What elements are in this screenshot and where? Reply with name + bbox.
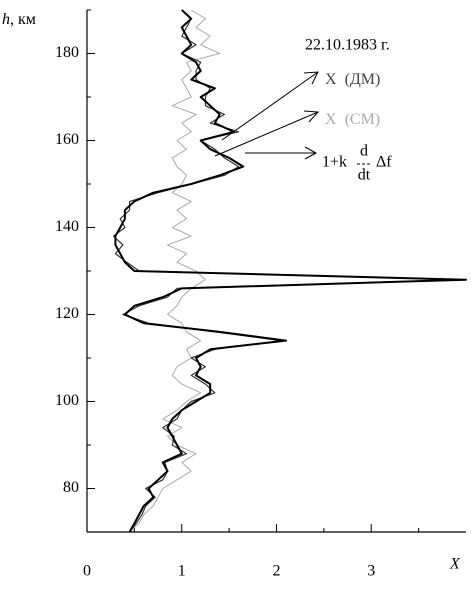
y-tick-label: 160 (55, 131, 79, 148)
y-tick-label: 120 (55, 305, 79, 322)
formula-denominator: dt (358, 167, 371, 184)
formula-prefix: 1+k (322, 154, 347, 171)
profile-line (114, 9, 467, 533)
legend-entry: X (СМ) (325, 111, 380, 128)
x-tick-label: 2 (273, 563, 281, 580)
x-tick-label: 0 (83, 563, 91, 580)
y-tick-label: 80 (63, 479, 79, 496)
formula-numerator: d (360, 143, 368, 160)
plot-lines (112, 9, 467, 533)
y-tick-label: 100 (55, 392, 79, 409)
date-annotation: 22.10.1983 г. (305, 37, 390, 54)
x-tick-label: 1 (178, 563, 186, 580)
annotation-arrows (214, 71, 320, 160)
y-axis-label: h, км (2, 11, 36, 28)
x-axis-label: X (449, 556, 461, 573)
y-tick-label: 180 (55, 44, 79, 61)
y-tick-label: 140 (55, 218, 79, 235)
formula-suffix: Δf (376, 154, 392, 171)
legend-entry: 1+k d dt Δf (322, 143, 392, 184)
x-tick-label: 3 (367, 563, 375, 580)
legend-entry: X (ДМ) (325, 71, 380, 88)
